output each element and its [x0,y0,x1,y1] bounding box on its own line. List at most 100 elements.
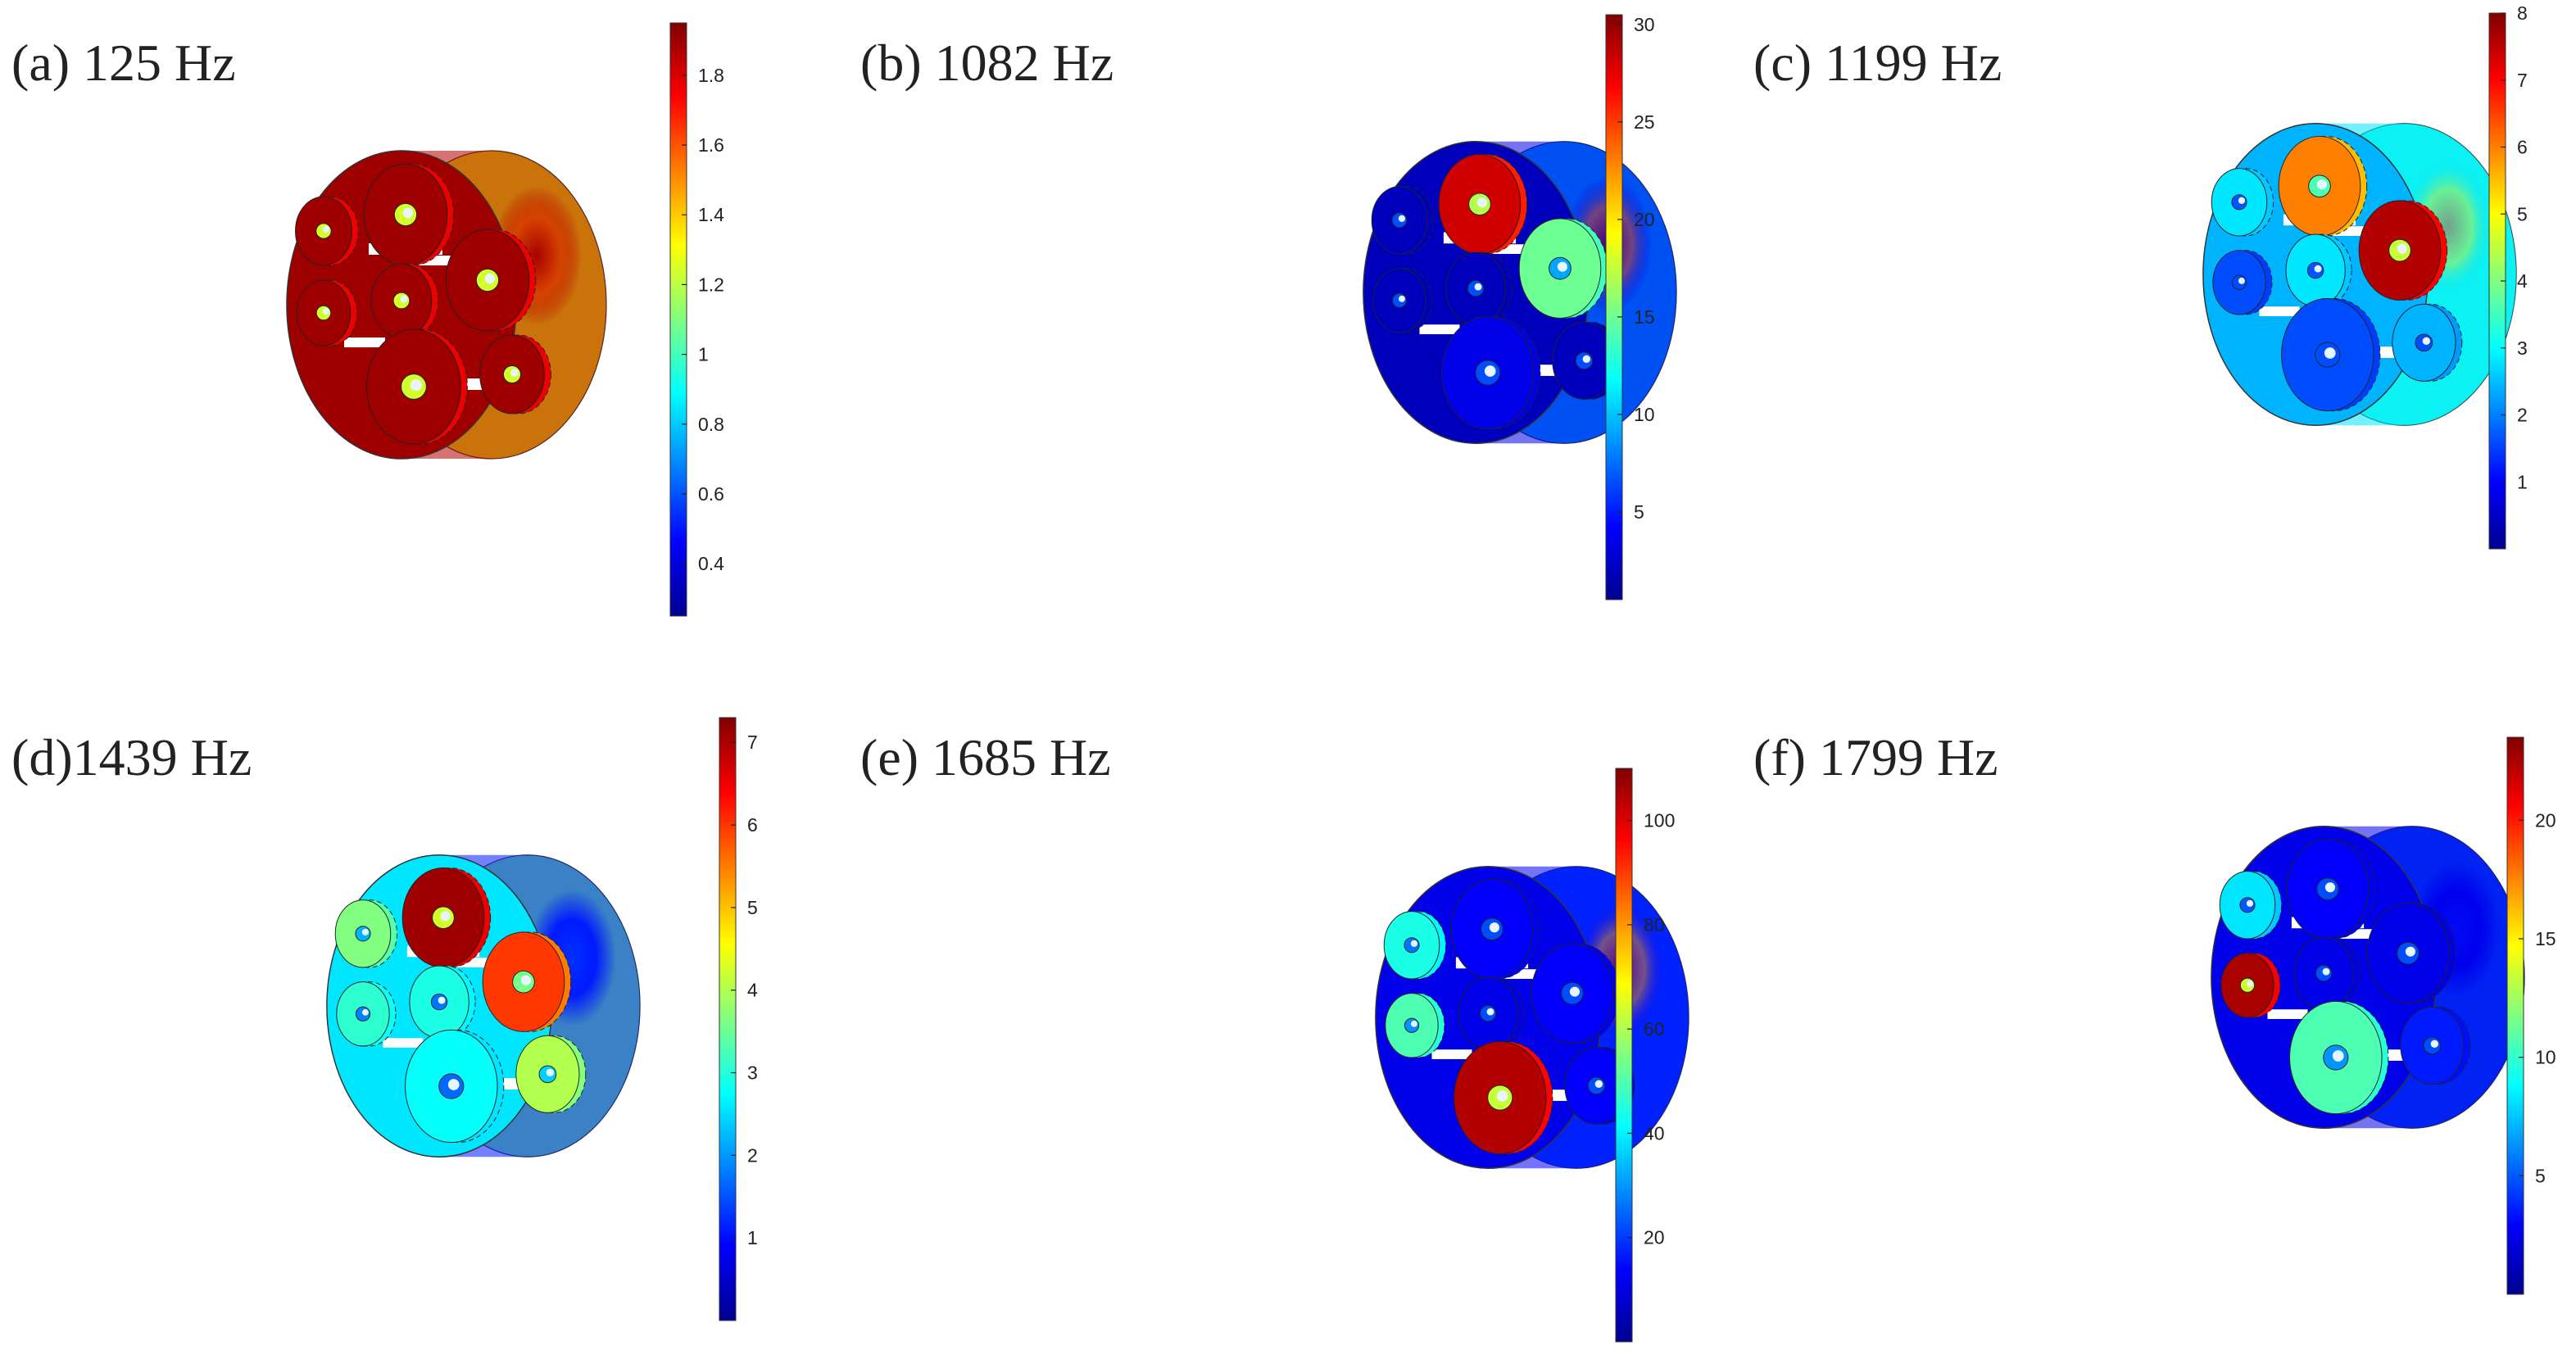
colorbar-tick-label: 30 [1634,14,1655,35]
panel-label: (f) 1799 Hz [1753,728,1998,786]
colorbar-tick-label: 1 [747,1227,758,1248]
internal-cylinder [2212,250,2273,315]
colorbar-tick-label: 60 [1644,1018,1665,1040]
colorbar-tick-label: 1 [2517,471,2528,492]
colorbar-tick-label: 4 [747,980,758,1001]
colorbar-tick-label: 2 [2517,405,2528,426]
colorbar: 1 2 3 4 5 6 7 [719,717,758,1321]
panel-b: (b) 1082 Hz 5 10 15 20 25 30 [852,0,1721,655]
internal-cylinder [409,965,476,1039]
internal-cylinder [445,229,537,332]
colorbar-tick-label: 1.2 [698,274,724,295]
colorbar-tick-label: 10 [1634,404,1655,425]
colorbar-tick-label: 20 [2535,809,2556,831]
colorbar: 5 10 15 20 [2506,736,2556,1295]
colorbar-tick-label: 1.8 [698,65,724,86]
cylinder-model [1375,866,1689,1169]
internal-cylinder [1454,1040,1553,1155]
internal-cylinder [370,263,439,338]
colorbar-tick-label: 5 [747,897,758,918]
internal-cylinder [2358,200,2448,301]
colorbar: 1 2 3 4 5 6 7 8 [2488,2,2528,550]
internal-cylinder [1441,315,1541,430]
panel-figure: 0.4 0.6 0.8 1 1.2 1.4 1.6 1.8 [286,22,724,617]
gap [2323,226,2380,236]
internal-cylinder [1531,943,1621,1044]
panel-figure: 20 40 60 80 100 [1375,768,1689,1343]
internal-cylinder [2289,1000,2389,1115]
cylinder-model [1363,141,1677,444]
gap [1431,1049,1472,1059]
colorbar-tick-label: 20 [1644,1227,1665,1248]
internal-cylinder [2400,1006,2471,1085]
internal-cylinder [336,981,397,1047]
internal-cylinder [2219,871,2283,940]
internal-cylinder [2286,838,2376,940]
internal-cylinder [295,196,359,266]
colorbar-tick-label: 5 [2535,1165,2546,1186]
colorbar-tick-label: 1.4 [698,204,724,225]
colorbar-tick-label: 25 [1634,111,1655,133]
colorbar: 0.4 0.6 0.8 1 1.2 1.4 1.6 1.8 [669,22,724,617]
panel-figure: 1 2 3 4 5 6 7 8 [2202,2,2528,550]
gap [344,337,385,347]
colorbar-tick-label: 0.6 [698,483,724,505]
panel-figure: 5 10 15 20 [2211,736,2556,1295]
internal-cylinder [1450,878,1540,980]
internal-cylinder [1445,251,1512,325]
panel-label: (d)1439 Hz [11,728,252,786]
internal-cylinder [2211,168,2274,237]
internal-cylinder [1372,268,1433,333]
panel-d: (d)1439 Hz 1 2 3 4 5 6 7 [0,688,852,1359]
gap [2259,306,2300,316]
gap [447,958,504,967]
internal-cylinder [366,328,468,445]
internal-cylinder [363,163,455,266]
internal-cylinder [2366,903,2456,1003]
colorbar-tick-label: 15 [1634,306,1655,328]
gap [1495,969,1553,979]
panel-label: (b) 1082 Hz [860,34,1114,92]
internal-cylinder [2281,297,2381,412]
panel-label: (c) 1199 Hz [1753,34,2002,92]
colorbar-tick-label: 3 [747,1062,758,1084]
gap [1419,324,1460,334]
internal-cylinder [2220,953,2281,1018]
colorbar-tick-label: 7 [2517,70,2528,91]
colorbar-tick-label: 20 [1634,209,1655,230]
internal-cylinder [1371,186,1435,255]
internal-cylinder [479,334,551,414]
cylinder-model [2202,123,2517,426]
panel-figure: 1 2 3 4 5 6 7 [326,717,758,1321]
cylinder-model [2211,826,2525,1129]
internal-cylinder [296,279,358,347]
gap [1483,244,1540,254]
colorbar-tick-label: 6 [747,814,758,836]
colorbar-tick-label: 4 [2517,270,2528,292]
colorbar-tick-label: 6 [2517,137,2528,158]
colorbar-tick-label: 15 [2535,928,2556,949]
colorbar-tick-label: 5 [1634,501,1644,523]
gap [2331,929,2388,939]
internal-cylinder [334,899,398,968]
colorbar-tick-label: 0.4 [698,553,724,574]
colorbar-tick-label: 10 [2535,1047,2556,1068]
colorbar-tick-label: 0.8 [698,414,724,435]
internal-cylinder [1458,976,1525,1050]
panel-c: (c) 1199 Hz 1 2 3 4 5 6 7 8 [1745,0,2576,655]
internal-cylinder [515,1035,587,1113]
colorbar-tick-label: 100 [1644,810,1675,831]
panel-label: (a) 125 Hz [11,34,236,92]
internal-cylinder [2278,135,2368,237]
colorbar-tick-label: 80 [1644,914,1665,935]
internal-cylinder [482,931,572,1032]
internal-cylinder [2293,936,2361,1010]
colorbar-tick-label: 1.6 [698,134,724,156]
gap [2267,1009,2308,1019]
cylinder-model [326,854,641,1157]
panel-label: (e) 1685 Hz [860,728,1111,786]
colorbar-tick-label: 2 [747,1144,758,1166]
colorbar-tick-label: 5 [2517,203,2528,224]
internal-cylinder [1383,911,1447,980]
internal-cylinder [405,1029,505,1144]
